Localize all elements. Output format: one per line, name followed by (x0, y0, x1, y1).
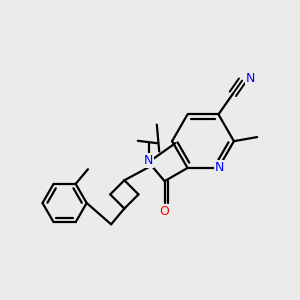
Text: O: O (160, 205, 170, 218)
Text: N: N (246, 72, 255, 85)
Text: N: N (144, 154, 153, 167)
Text: N: N (215, 161, 225, 174)
